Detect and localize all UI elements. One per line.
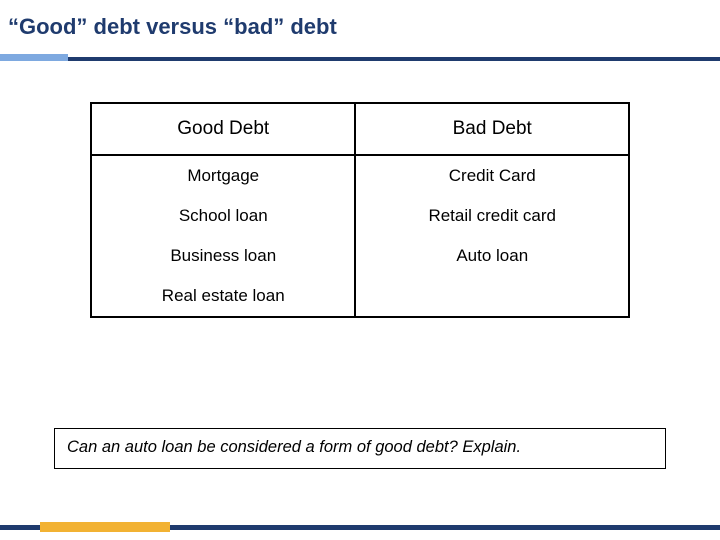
underline-bar-dark — [0, 57, 720, 61]
debt-table-container: Good Debt Bad Debt Mortgage Credit Card … — [90, 102, 630, 318]
col-header-bad: Bad Debt — [355, 103, 629, 155]
cell-bad — [355, 276, 629, 317]
table-header-row: Good Debt Bad Debt — [91, 103, 629, 155]
cell-bad: Retail credit card — [355, 196, 629, 236]
underline-bar-light — [0, 54, 68, 61]
footer-bar — [0, 522, 720, 532]
cell-good: Mortgage — [91, 155, 355, 196]
cell-bad: Credit Card — [355, 155, 629, 196]
table-row: Mortgage Credit Card — [91, 155, 629, 196]
slide-title: “Good” debt versus “bad” debt — [0, 0, 720, 40]
title-underline — [0, 54, 720, 60]
table-row: School loan Retail credit card — [91, 196, 629, 236]
col-header-good: Good Debt — [91, 103, 355, 155]
debt-table: Good Debt Bad Debt Mortgage Credit Card … — [90, 102, 630, 318]
cell-good: Business loan — [91, 236, 355, 276]
table-row: Real estate loan — [91, 276, 629, 317]
table-row: Business loan Auto loan — [91, 236, 629, 276]
question-box: Can an auto loan be considered a form of… — [54, 428, 666, 469]
cell-bad: Auto loan — [355, 236, 629, 276]
footer-bar-accent — [40, 522, 170, 532]
cell-good: School loan — [91, 196, 355, 236]
cell-good: Real estate loan — [91, 276, 355, 317]
